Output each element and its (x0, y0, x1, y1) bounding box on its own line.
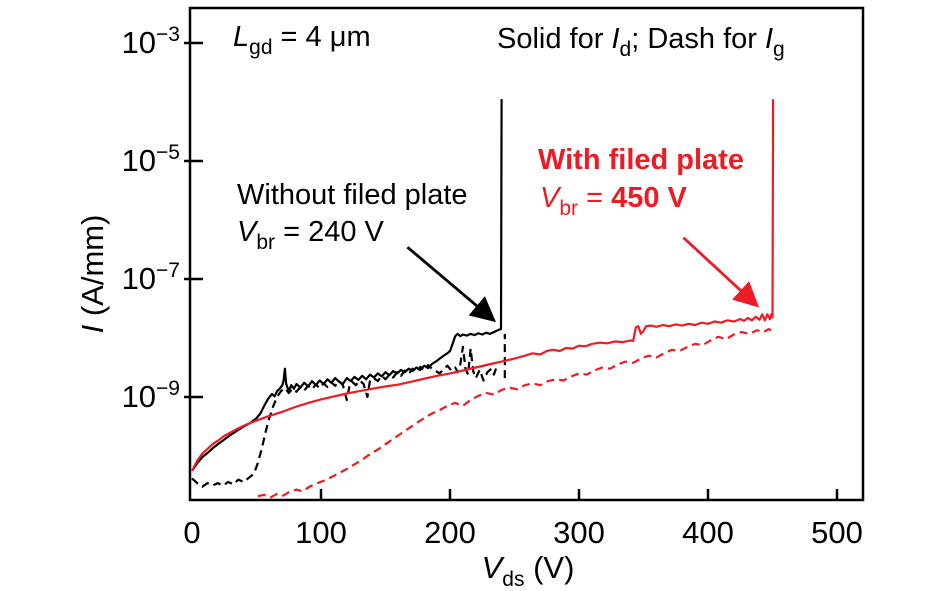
with-fp-title: With filed plate (538, 144, 744, 176)
x-tick-100: 100 (295, 515, 347, 550)
y-tick-1e-7: 10−7 (122, 259, 180, 296)
plot-frame (188, 6, 865, 502)
x-tick-500: 500 (811, 515, 863, 550)
without-fp-vbr: Vbr = 240 V (237, 216, 385, 254)
without-fp-title: Without filed plate (237, 179, 468, 211)
y-tick-1e-9: 10−9 (122, 377, 180, 414)
x-tick-300: 300 (553, 515, 605, 550)
x-tick-0: 0 (183, 515, 200, 550)
id-with-fp-curve (191, 99, 775, 472)
x-tick-400: 400 (682, 515, 734, 550)
tick-marks (184, 41, 839, 500)
line-style-legend: Solid for Id; Dash for Ig (497, 23, 785, 61)
with-fp-arrow (682, 236, 760, 308)
y-axis-label: I (A/mm) (75, 215, 110, 334)
y-tick-1e-3: 10−3 (122, 23, 180, 60)
id-without-fp-curve (191, 99, 503, 472)
with-fp-vbr: Vbr = 450 V (540, 182, 688, 220)
without-fp-arrow (406, 246, 496, 323)
annotation-arrows (406, 236, 760, 323)
device-geometry-label: Lgd = 4 μm (233, 21, 371, 59)
y-tick-1e-5: 10−5 (122, 141, 180, 178)
ig-with-fp-curve (257, 328, 773, 499)
curves (191, 99, 775, 499)
x-tick-200: 200 (424, 515, 476, 550)
x-axis-label: Vds (V) (482, 550, 575, 591)
ig-without-fp-curve (191, 345, 499, 488)
